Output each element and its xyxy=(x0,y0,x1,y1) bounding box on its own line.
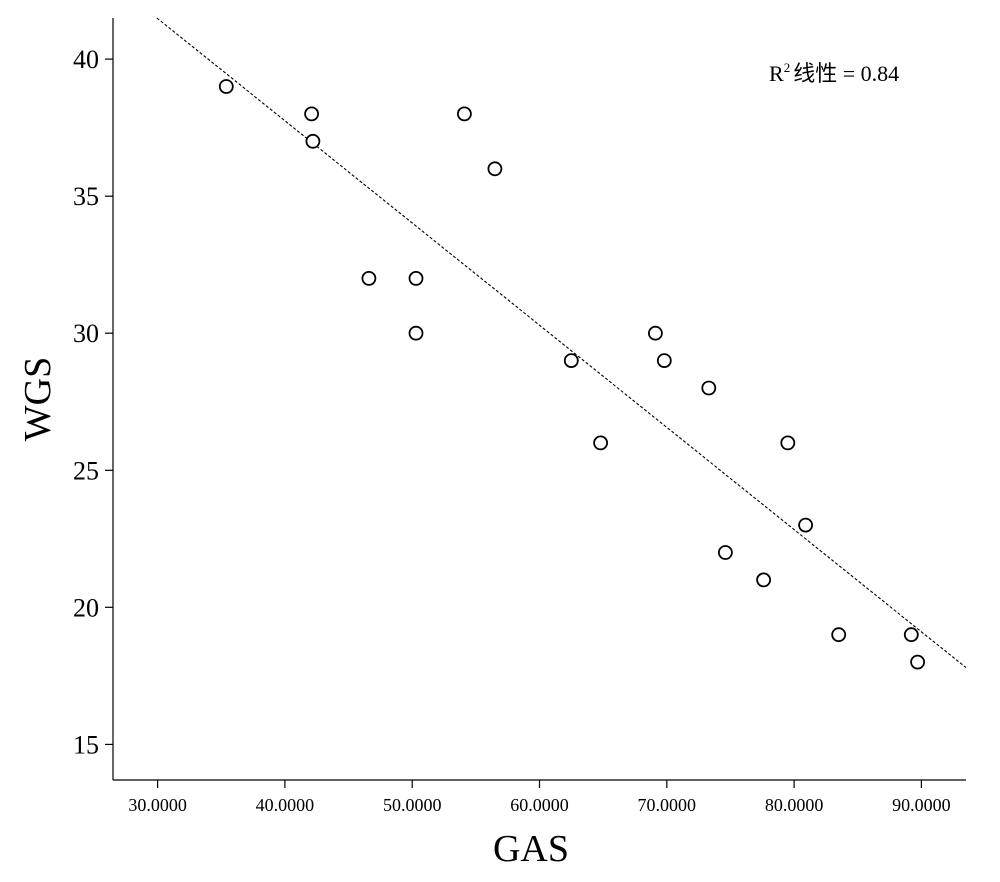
fit-line xyxy=(156,17,967,669)
y-ticks: 15 20 25 30 35 40 xyxy=(73,45,113,759)
x-tick-label: 70.0000 xyxy=(638,795,697,815)
points-layer xyxy=(218,79,925,670)
fit-line-layer xyxy=(156,17,967,669)
data-point xyxy=(701,380,717,396)
x-tick-label: 60.0000 xyxy=(510,795,569,815)
data-point xyxy=(656,353,672,369)
data-point xyxy=(563,353,579,369)
data-point xyxy=(487,161,503,177)
y-tick-label: 40 xyxy=(73,45,99,74)
x-axis-title: GAS xyxy=(493,828,569,870)
data-point xyxy=(798,517,813,533)
data-point xyxy=(456,106,472,122)
data-point xyxy=(408,270,424,286)
data-point xyxy=(593,435,608,451)
y-axis-title: WGS xyxy=(17,357,59,441)
x-tick-label: 80.0000 xyxy=(765,795,824,815)
data-point xyxy=(304,106,320,122)
data-point xyxy=(831,627,847,643)
data-point xyxy=(756,572,771,588)
data-point xyxy=(408,325,424,341)
y-tick-label: 35 xyxy=(73,182,99,211)
data-point xyxy=(780,435,796,451)
y-tick-label: 30 xyxy=(73,319,99,348)
axes xyxy=(112,18,966,781)
data-point xyxy=(305,133,321,149)
x-tick-label: 90.0000 xyxy=(892,795,951,815)
data-point xyxy=(718,545,733,560)
y-tick-label: 20 xyxy=(73,593,99,622)
r-squared-annotation: R2 线性 = 0.84 xyxy=(769,60,899,86)
data-point xyxy=(361,270,377,286)
data-point xyxy=(648,325,663,341)
data-point xyxy=(903,627,919,643)
data-point xyxy=(910,654,925,670)
r-squared-text: 线性 = 0.84 xyxy=(793,61,899,86)
x-tick-label: 50.0000 xyxy=(383,795,442,815)
r-squared-base: R xyxy=(769,61,784,86)
data-point xyxy=(218,79,234,94)
r-squared-superscript: 2 xyxy=(784,60,791,75)
y-tick-label: 15 xyxy=(73,730,99,759)
y-tick-label: 25 xyxy=(73,456,99,485)
x-tick-label: 40.0000 xyxy=(256,795,315,815)
x-ticks: 30.0000 40.0000 50.0000 60.0000 70.0000 80.00… xyxy=(128,780,951,815)
x-tick-label: 30.0000 xyxy=(128,795,187,815)
